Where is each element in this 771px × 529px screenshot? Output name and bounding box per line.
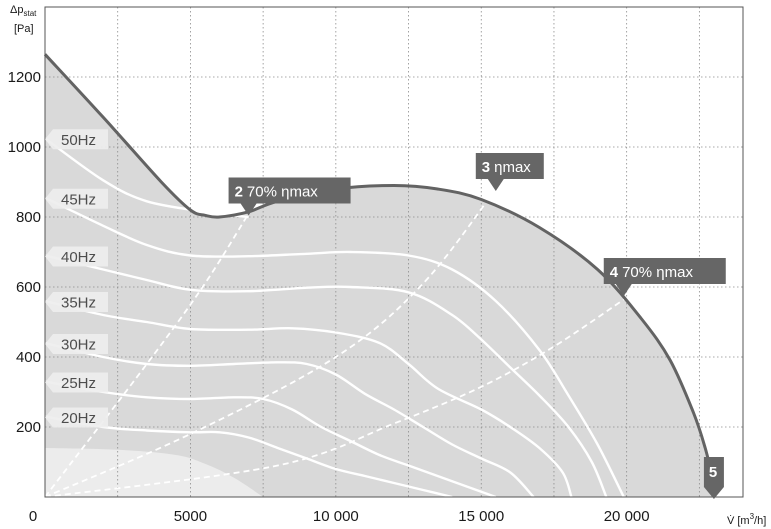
y-axis-symbol-sub: stat bbox=[23, 9, 37, 18]
hz-label-box bbox=[45, 372, 108, 393]
callout-label: 70% ηmax bbox=[247, 184, 318, 201]
efficiency-line-2 bbox=[44, 213, 250, 498]
callout-number: 4 bbox=[610, 264, 619, 281]
callout-4: 4 70% ηmax bbox=[603, 258, 726, 296]
callout-number: 3 bbox=[482, 159, 490, 176]
plot-frame bbox=[44, 6, 744, 498]
curve-30hz bbox=[44, 341, 535, 498]
hz-label-25hz: 25Hz bbox=[45, 372, 108, 393]
callout-label: 70% ηmax bbox=[622, 264, 693, 281]
y-tick-label: 600 bbox=[16, 279, 41, 296]
hz-label-20hz: 20Hz bbox=[45, 407, 108, 428]
curve-25hz bbox=[44, 380, 497, 499]
x-axis-unit-sup: 3 bbox=[750, 512, 755, 521]
y-tick-label: 1200 bbox=[8, 69, 41, 86]
callout-box bbox=[228, 177, 351, 216]
y-tick-label: 400 bbox=[16, 349, 41, 366]
callout-box bbox=[703, 457, 724, 499]
y-tick-labels: 200 400 600 800 1000 1200 bbox=[8, 69, 41, 436]
callout-box bbox=[475, 153, 544, 191]
hz-label-box bbox=[45, 407, 108, 428]
callout-text: 4 70% ηmax bbox=[610, 264, 694, 281]
efficiency-lines bbox=[44, 188, 628, 498]
callout-box bbox=[603, 258, 726, 296]
x-tick-label: 10 000 bbox=[313, 508, 359, 525]
speed-curves bbox=[44, 137, 625, 499]
hz-label-text: 25Hz bbox=[61, 375, 96, 392]
hz-label-text: 35Hz bbox=[61, 295, 96, 312]
callout-label: ηmax bbox=[494, 159, 531, 176]
hz-label-45hz: 45Hz bbox=[45, 188, 108, 209]
y-axis-label: Δpstat bbox=[10, 4, 37, 18]
callout-3: 3 ηmax bbox=[475, 153, 544, 191]
hz-label-40hz: 40Hz bbox=[45, 246, 108, 267]
envelope-line bbox=[43, 53, 716, 484]
hz-label-text: 40Hz bbox=[61, 249, 96, 266]
callout-text: 5 bbox=[709, 464, 717, 481]
hz-label-text: 30Hz bbox=[61, 337, 96, 354]
x-tick-label: 0 bbox=[29, 508, 37, 525]
hz-label-50hz: 50Hz bbox=[45, 129, 108, 150]
hz-label-30hz: 30Hz bbox=[45, 334, 108, 354]
x-axis-symbol: V̇ bbox=[727, 514, 735, 527]
curve-20hz bbox=[44, 415, 453, 499]
x-tick-labels: 0 5000 10 000 15 000 20 000 bbox=[29, 508, 650, 525]
efficiency-line-3 bbox=[44, 188, 497, 498]
efficiency-line-4 bbox=[44, 296, 628, 498]
hz-label-text: 20Hz bbox=[61, 410, 96, 427]
y-tick-label: 200 bbox=[16, 419, 41, 436]
hz-label-text: 45Hz bbox=[61, 191, 96, 208]
callout-text: 2 70% ηmax bbox=[235, 184, 319, 201]
envelope-area bbox=[45, 54, 714, 498]
y-tick-label: 800 bbox=[16, 209, 41, 226]
callout-5: 5 bbox=[703, 457, 724, 499]
hz-label-box bbox=[45, 246, 108, 267]
y-axis-symbol: Δp bbox=[10, 4, 23, 16]
curve-40hz bbox=[44, 254, 608, 498]
curve-45hz bbox=[44, 196, 625, 498]
x-axis-unit-end: /h] bbox=[754, 515, 766, 527]
x-axis-unit: [m bbox=[737, 515, 749, 527]
callout-number: 2 bbox=[235, 184, 243, 201]
y-tick-label: 1000 bbox=[8, 139, 41, 156]
hz-label-box bbox=[45, 334, 108, 354]
hz-label-text: 50Hz bbox=[61, 132, 96, 149]
inner-zone-area bbox=[45, 448, 264, 497]
x-tick-label: 5000 bbox=[174, 508, 207, 525]
hz-label-box bbox=[45, 129, 108, 150]
frequency-labels: 50Hz 45Hz 40Hz 35Hz 30Hz 25Hz 20Hz bbox=[45, 129, 108, 428]
callout-text: 3 ηmax bbox=[482, 159, 532, 176]
hz-label-box bbox=[45, 292, 108, 312]
callout-2: 2 70% ηmax bbox=[228, 177, 351, 216]
curve-35hz bbox=[44, 299, 573, 498]
x-tick-label: 15 000 bbox=[458, 508, 504, 525]
hz-label-box bbox=[45, 188, 108, 209]
hz-label-35hz: 35Hz bbox=[45, 292, 108, 312]
y-axis-unit: [Pa] bbox=[14, 23, 34, 35]
x-tick-label: 20 000 bbox=[604, 508, 650, 525]
x-axis-label: V̇ [m3/h] bbox=[727, 512, 766, 527]
curve-50hz bbox=[44, 137, 249, 219]
